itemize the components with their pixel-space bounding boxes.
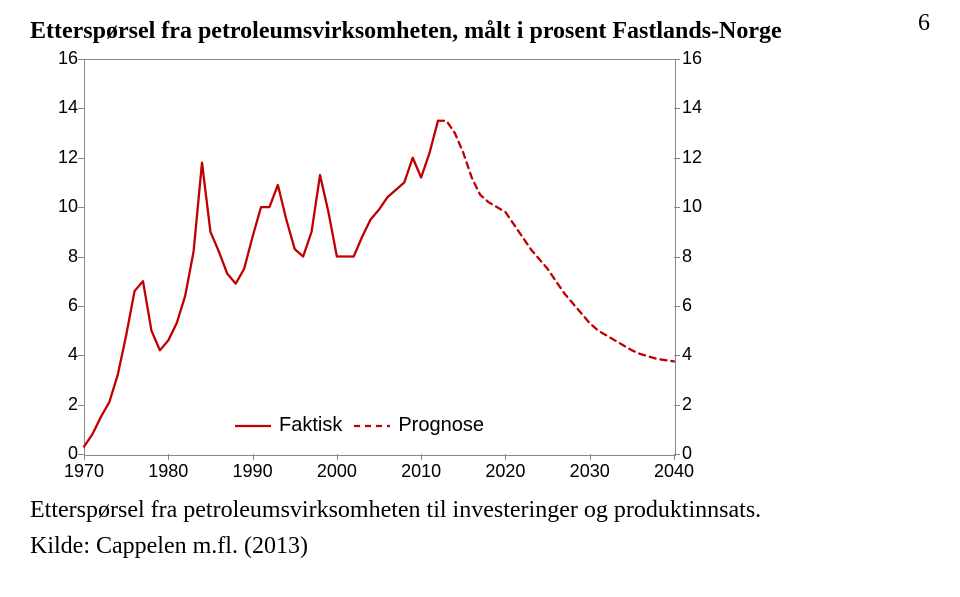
ytick-mark [674,355,680,356]
chart-title: Etterspørsel fra petroleumsvirksomheten,… [30,18,930,45]
series-faktisk [84,121,438,447]
xtick-label: 1970 [64,461,104,482]
ytick-label: 10 [682,196,722,217]
ytick-label: 14 [38,97,78,118]
legend-label-faktisk: Faktisk [279,414,342,437]
ytick-mark [674,405,680,406]
ytick-label: 16 [38,48,78,69]
xtick-mark [421,454,422,460]
xtick-label: 2000 [317,461,357,482]
ytick-mark [674,306,680,307]
ytick-label: 12 [38,147,78,168]
xtick-mark [590,454,591,460]
xtick-mark [674,454,675,460]
legend: Faktisk Prognose [235,414,484,437]
series-prognose [438,121,674,362]
ytick-label: 12 [682,147,722,168]
xtick-mark [84,454,85,460]
xtick-label: 1990 [233,461,273,482]
ytick-label: 10 [38,196,78,217]
ytick-label: 2 [682,394,722,415]
ytick-mark [674,108,680,109]
ytick-label: 4 [682,344,722,365]
legend-item-faktisk: Faktisk [235,414,342,437]
ytick-mark [674,59,680,60]
xtick-mark [253,454,254,460]
ytick-mark [78,207,84,208]
ytick-mark [78,59,84,60]
ytick-mark [78,108,84,109]
ytick-mark [78,257,84,258]
caption-line2: Kilde: Cappelen m.fl. (2013) [30,531,930,561]
ytick-label: 6 [38,295,78,316]
chart-svg [84,59,674,454]
xtick-mark [505,454,506,460]
page-number: 6 [918,10,930,37]
ytick-label: 8 [38,246,78,267]
xtick-label: 2020 [485,461,525,482]
ytick-mark [674,158,680,159]
ytick-label: 16 [682,48,722,69]
ytick-label: 6 [682,295,722,316]
ytick-mark [78,355,84,356]
ytick-mark [674,257,680,258]
xtick-label: 1980 [148,461,188,482]
ytick-mark [674,207,680,208]
ytick-mark [78,306,84,307]
xtick-mark [168,454,169,460]
ytick-label: 14 [682,97,722,118]
ytick-mark [78,405,84,406]
xtick-label: 2040 [654,461,694,482]
ytick-label: 2 [38,394,78,415]
ytick-mark [78,158,84,159]
xtick-label: 2030 [570,461,610,482]
ytick-label: 4 [38,344,78,365]
ytick-label: 8 [682,246,722,267]
legend-label-prognose: Prognose [398,414,484,437]
legend-item-prognose: Prognose [354,414,484,437]
xtick-mark [337,454,338,460]
chart-container: Faktisk Prognose 00224466881010121214141… [30,49,730,489]
xtick-label: 2010 [401,461,441,482]
caption-line1: Etterspørsel fra petroleumsvirksomheten … [30,495,930,525]
